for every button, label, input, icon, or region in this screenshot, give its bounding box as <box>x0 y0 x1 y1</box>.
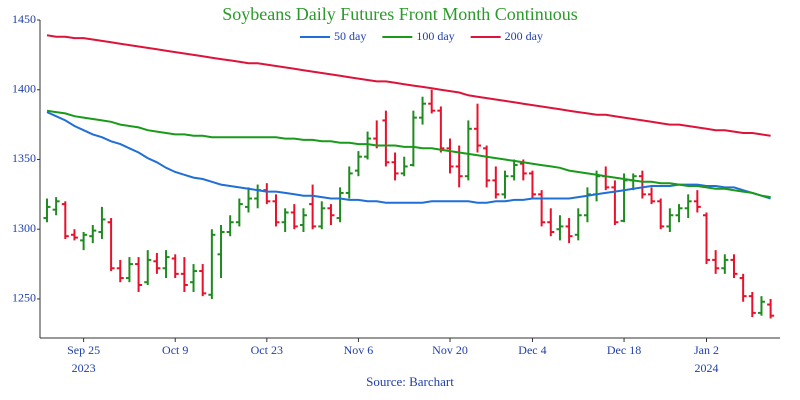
x-tick-label: Jan 2 <box>694 343 719 357</box>
legend-label: 50 day <box>334 29 366 43</box>
x-tick-year: 2023 <box>72 361 96 375</box>
ma-line <box>46 34 771 137</box>
x-tick-label: Dec 18 <box>607 343 641 357</box>
chart-title: Soybeans Daily Futures Front Month Conti… <box>222 4 578 24</box>
ma-line <box>46 111 771 204</box>
legend-label: 200 day <box>505 29 543 43</box>
x-tick-year: 2024 <box>695 361 719 375</box>
y-tick-label: 1450 <box>12 12 36 26</box>
x-tick-label: Oct 9 <box>162 343 188 357</box>
ma-line <box>46 109 771 199</box>
legend-label: 100 day <box>416 29 454 43</box>
y-tick-label: 1250 <box>12 291 36 305</box>
x-tick-label: Dec 4 <box>518 343 546 357</box>
y-tick-label: 1300 <box>12 221 36 235</box>
y-tick-label: 1350 <box>12 151 36 165</box>
y-tick-label: 1400 <box>12 81 36 95</box>
x-tick-label: Nov 20 <box>432 343 468 357</box>
x-tick-label: Oct 23 <box>251 343 283 357</box>
x-tick-label: Nov 6 <box>344 343 374 357</box>
x-tick-label: Sep 25 <box>67 343 100 357</box>
source: Source: Barchart <box>366 374 454 389</box>
